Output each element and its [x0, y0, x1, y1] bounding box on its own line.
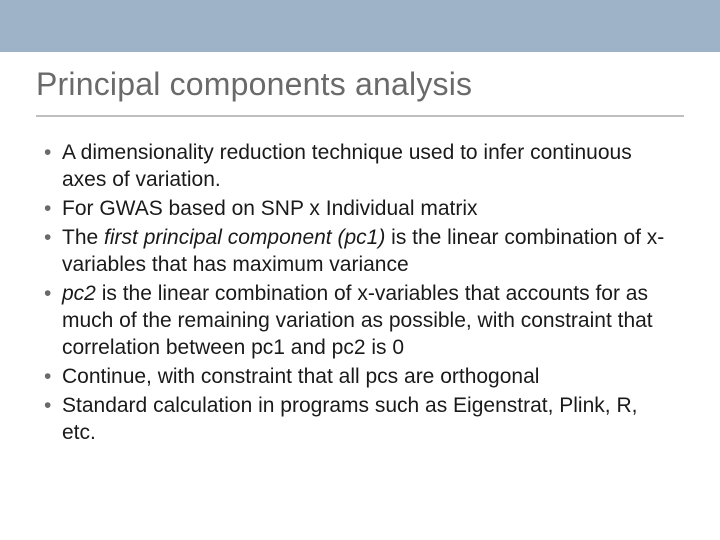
bullet-text: pc2	[62, 282, 102, 305]
list-item: pc2 is the linear combination of x-varia…	[44, 280, 676, 361]
bullet-text: Standard calculation in programs such as…	[62, 394, 637, 444]
slide: Principal components analysis A dimensio…	[0, 0, 720, 540]
list-item: For GWAS based on SNP x Individual matri…	[44, 195, 676, 222]
top-bar	[0, 0, 720, 52]
bullet-text: Continue, with constraint that all pcs a…	[62, 365, 539, 388]
bullet-text: is the linear combination of x-variables…	[62, 282, 653, 359]
bullet-text: first principal component (pc1)	[104, 226, 391, 249]
bullet-text: The	[62, 226, 104, 249]
bullet-text: For GWAS based on SNP x Individual matri…	[62, 197, 478, 220]
bullet-list: A dimensionality reduction technique use…	[44, 139, 676, 446]
list-item: The first principal component (pc1) is t…	[44, 224, 676, 278]
bullet-text: A dimensionality reduction technique use…	[62, 141, 632, 191]
slide-title: Principal components analysis	[0, 52, 720, 109]
list-item: Continue, with constraint that all pcs a…	[44, 363, 676, 390]
list-item: Standard calculation in programs such as…	[44, 392, 676, 446]
slide-body: A dimensionality reduction technique use…	[0, 117, 720, 446]
list-item: A dimensionality reduction technique use…	[44, 139, 676, 193]
